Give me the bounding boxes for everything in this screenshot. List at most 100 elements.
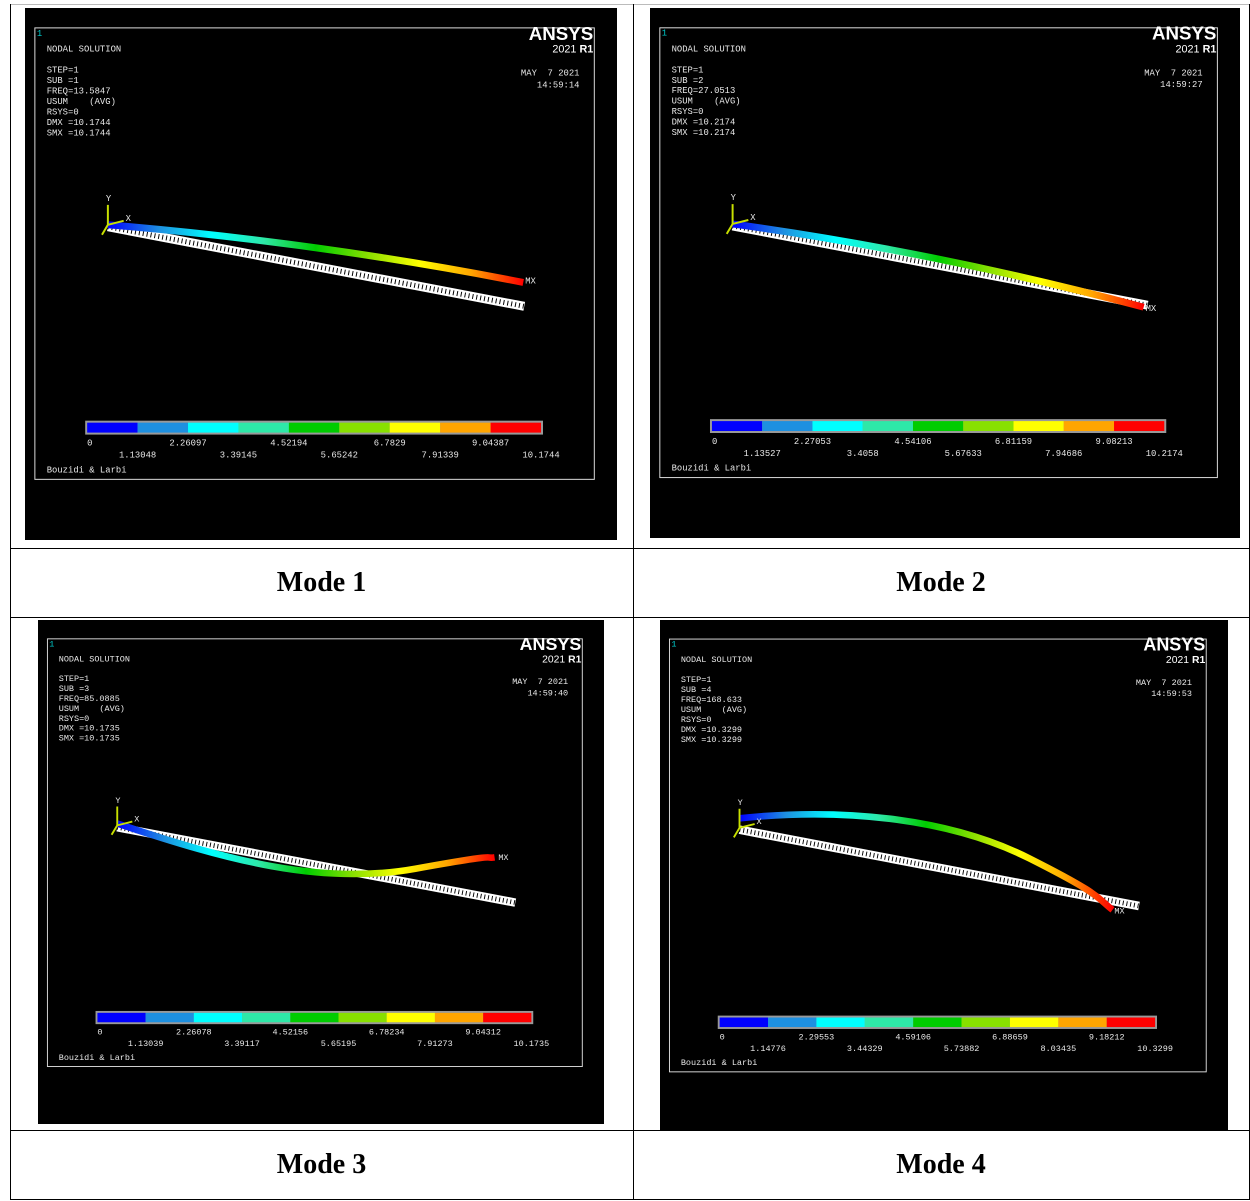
legend-swatch <box>812 421 863 432</box>
legend-label: 4.59106 <box>895 1032 931 1042</box>
legend-label: 0 <box>712 437 717 447</box>
info-line: SUB =3 <box>59 684 90 694</box>
legend-swatch <box>862 421 913 432</box>
axis-triad <box>733 808 755 838</box>
info-line: FREQ=168.633 <box>681 695 742 705</box>
version: 2021 R1 <box>542 654 581 665</box>
info-line: STEP=1 <box>672 65 704 75</box>
legend-label: 5.65242 <box>321 450 358 460</box>
deformed-shape <box>732 220 1145 311</box>
legend-swatch <box>912 421 964 432</box>
legend-label: 6.81159 <box>995 437 1032 447</box>
legend-label: 6.78234 <box>369 1028 405 1038</box>
caption: Mode 3 <box>276 1149 367 1180</box>
legend-swatch <box>389 422 441 433</box>
legend-swatch <box>145 1012 194 1023</box>
time: 14:59:14 <box>537 81 580 91</box>
ansys-screenshot: 1 NODAL SOLUTION STEP=1 SUB =2 FREQ=27.0513 U… <box>650 8 1240 538</box>
version-year: 2021 <box>552 44 576 56</box>
caption: Mode 4 <box>896 1149 986 1180</box>
legend-swatch <box>1009 1017 1059 1028</box>
max-label: MX <box>525 276 536 286</box>
version: 2021 R1 <box>1176 44 1217 56</box>
credit: Bouzidi & Larbi <box>672 464 752 474</box>
legend-swatch <box>97 1012 146 1023</box>
credit: Bouzidi & Larbi <box>59 1053 135 1063</box>
deformed-shape <box>739 810 1115 913</box>
legend-label: 9.08213 <box>1095 437 1132 447</box>
axis-y-label: Y <box>106 194 112 204</box>
info-line: RSYS=0 <box>672 107 704 117</box>
info-line: RSYS=0 <box>681 715 712 725</box>
legend-swatch <box>711 421 763 432</box>
info-line: USUM (AVG) <box>681 705 747 715</box>
date: MAY 7 2021 <box>521 69 580 79</box>
legend-swatch <box>188 422 239 433</box>
date: MAY 7 2021 <box>512 677 568 687</box>
release: R1 <box>568 654 581 665</box>
info-line: STEP=1 <box>681 675 712 685</box>
max-label: MX <box>1114 907 1124 917</box>
legend-label: 6.88659 <box>992 1032 1028 1042</box>
release: R1 <box>579 44 593 56</box>
release: R1 <box>1192 655 1205 666</box>
legend-swatch <box>242 1012 291 1023</box>
info-line: SUB =1 <box>47 76 79 86</box>
date: MAY 7 2021 <box>1136 678 1192 688</box>
axis-y-label: Y <box>115 796 120 806</box>
time: 14:59:27 <box>1160 80 1202 90</box>
legend-label: 7.91339 <box>422 450 459 460</box>
axis-y-label: Y <box>731 193 737 203</box>
legend-label: 9.04387 <box>472 439 509 449</box>
border <box>633 4 634 1200</box>
legend-label: 1.14776 <box>750 1044 786 1054</box>
legend-swatch <box>768 1017 817 1028</box>
legend-label: 10.2174 <box>1146 449 1183 459</box>
plot-number: 1 <box>49 639 54 649</box>
frame <box>668 638 1207 1073</box>
legend-label: 4.52194 <box>270 439 307 449</box>
axis-x-label: X <box>126 214 132 224</box>
credit: Bouzidi & Larbi <box>681 1058 758 1068</box>
legend-label: 10.3299 <box>1137 1044 1173 1054</box>
border <box>10 617 1250 618</box>
legend-label: 1.13039 <box>128 1039 164 1049</box>
legend-swatch <box>238 422 289 433</box>
legend-swatch <box>339 422 390 433</box>
axis-triad <box>101 204 124 236</box>
release: R1 <box>1203 44 1217 56</box>
version: 2021 R1 <box>1166 655 1206 666</box>
credit: Bouzidi & Larbi <box>47 465 127 475</box>
plot-title: NODAL SOLUTION <box>47 45 122 55</box>
info-line: RSYS=0 <box>59 714 90 724</box>
caption: Mode 2 <box>896 567 986 598</box>
frame <box>34 27 595 480</box>
border <box>10 4 11 1200</box>
max-label: MX <box>498 853 508 863</box>
legend-label: 0 <box>97 1028 102 1038</box>
info-line: SMX =10.1735 <box>59 734 120 744</box>
legend-label: 5.73882 <box>944 1044 980 1054</box>
logo: ANSYS <box>1152 23 1216 44</box>
legend-label: 10.1735 <box>514 1039 550 1049</box>
legend-label: 0 <box>720 1032 725 1042</box>
info-line: FREQ=13.5847 <box>47 86 111 96</box>
legend-swatch <box>193 1012 243 1023</box>
legend-swatch <box>483 1012 532 1023</box>
undeformed-mesh <box>738 825 1140 911</box>
plot-title: NODAL SOLUTION <box>59 654 130 664</box>
legend-swatch <box>1058 1017 1107 1028</box>
info-line: FREQ=27.0513 <box>672 86 736 96</box>
info-line: SMX =10.3299 <box>681 735 742 745</box>
axis-triad <box>110 806 133 836</box>
legend-label: 2.29553 <box>799 1032 835 1042</box>
date: MAY 7 2021 <box>1144 68 1202 78</box>
legend-swatch <box>1063 421 1115 432</box>
info-line: SMX =10.1744 <box>47 128 111 138</box>
ansys-screenshot: 1 NODAL SOLUTION STEP=1 SUB =4 FREQ=168.633 U… <box>660 620 1228 1130</box>
legend-swatch <box>87 422 138 433</box>
logo: ANSYS <box>520 634 582 654</box>
